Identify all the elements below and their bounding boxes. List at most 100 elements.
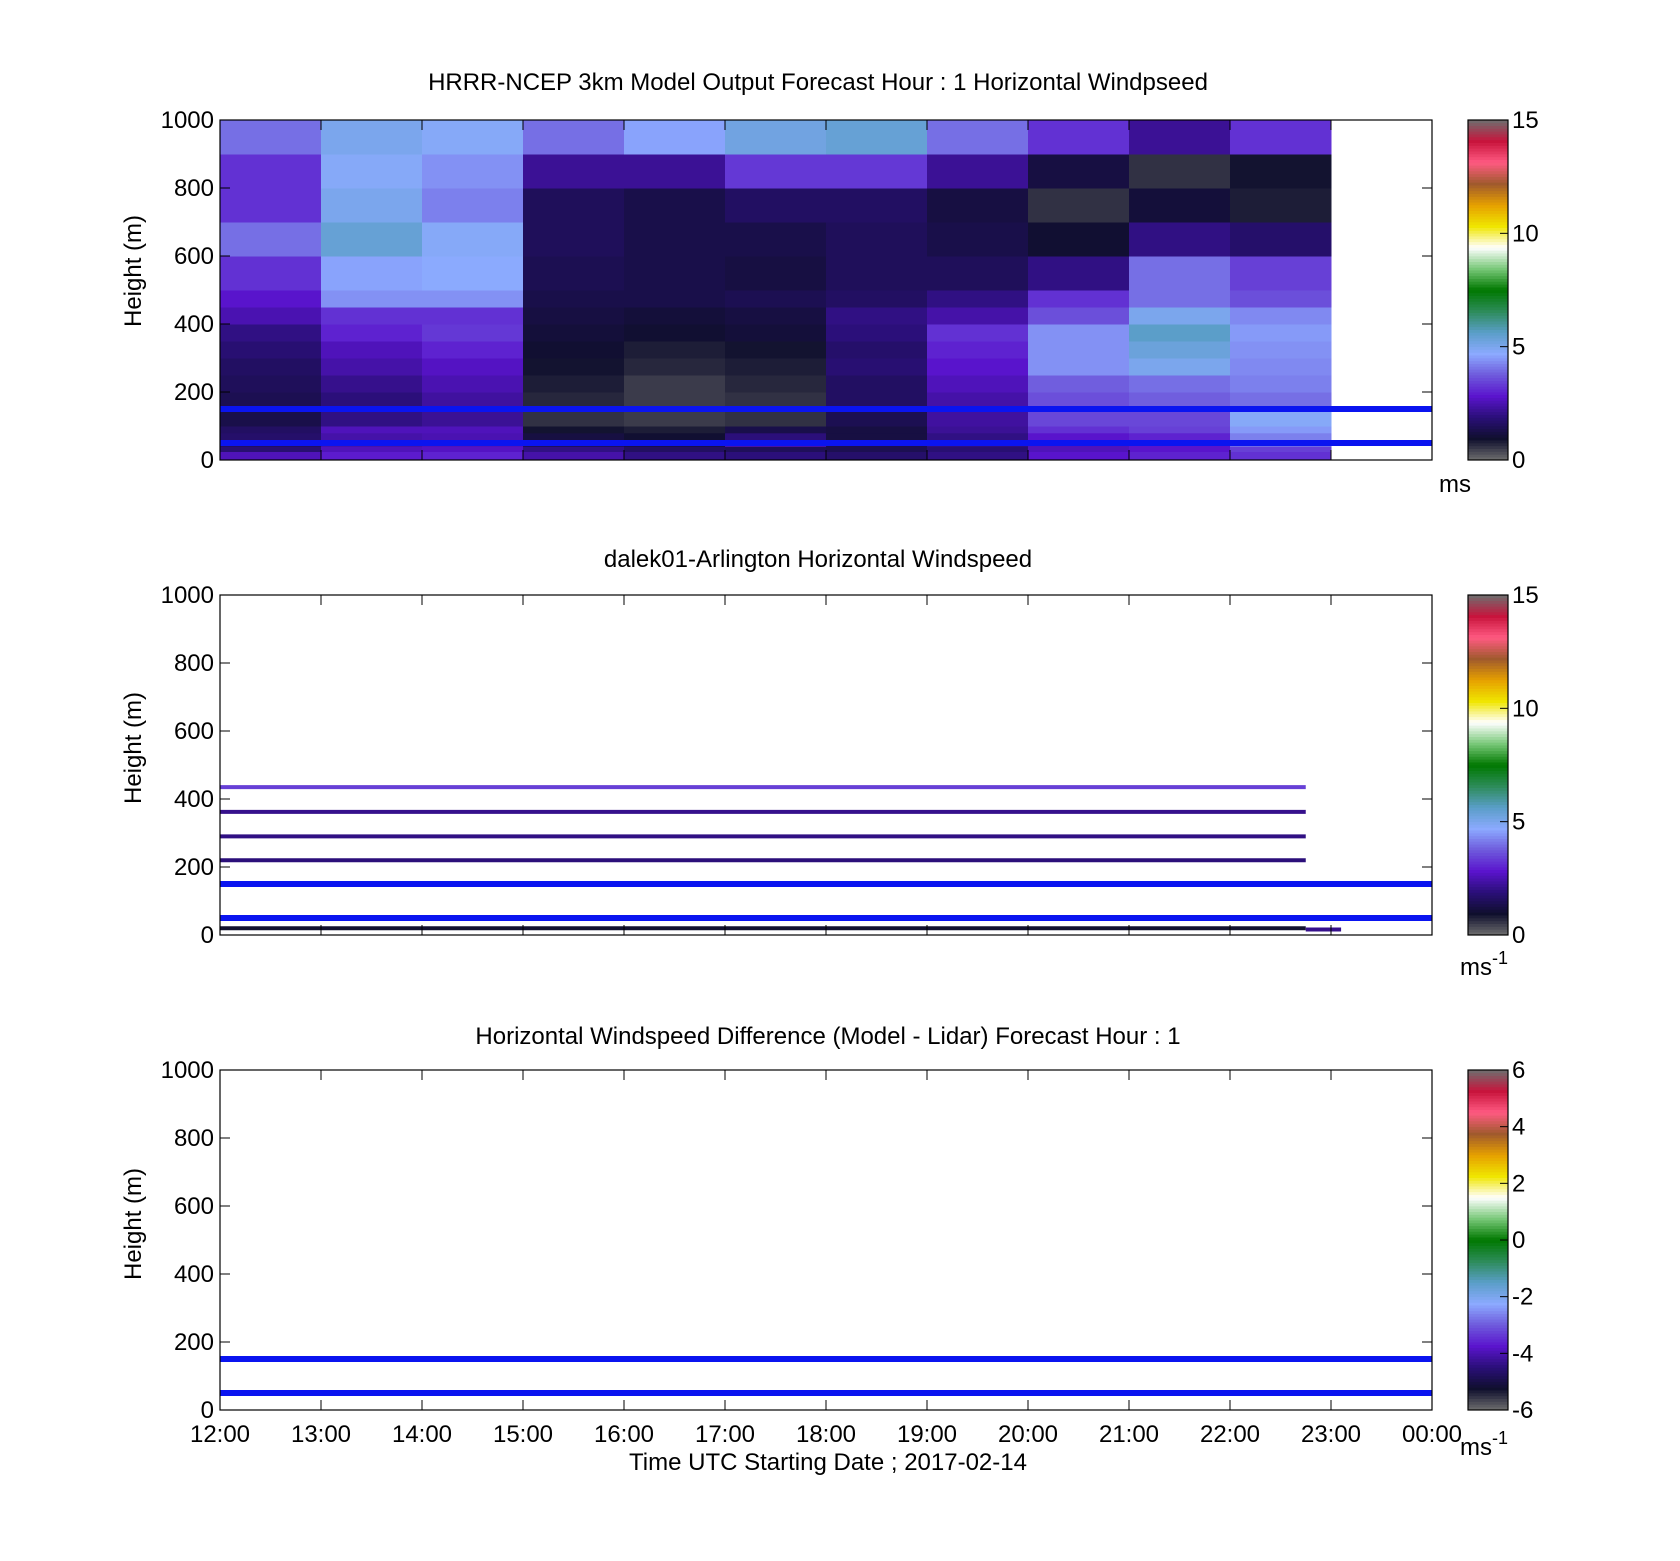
heatmap-cell [725,256,827,291]
colorbar-swatch [1468,1387,1508,1391]
colorbar-swatch [1468,1120,1508,1125]
colorbar-swatch [1468,190,1508,194]
colorbar-swatch [1468,227,1508,231]
heatmap-cell [422,409,524,427]
colorbar-swatch [1468,142,1508,146]
colorbar-swatch [1468,354,1508,359]
lidar-colorbar-unit-exponent: -1 [1492,948,1508,968]
colorbar-swatch [1468,252,1508,257]
colorbar-swatch [1468,1225,1508,1229]
colorbar-swatch [1468,668,1508,672]
heatmap-cell [624,324,726,342]
heatmap-cell [624,426,726,434]
colorbar-swatch [1468,201,1508,206]
colorbar-swatch [1468,1367,1508,1371]
colorbar-swatch [1468,303,1508,308]
colorbar-swatch [1468,739,1508,743]
heatmap-cell [1129,451,1231,461]
heatmap-cell [422,446,524,452]
colorbar-swatch [1468,776,1508,780]
colorbar-swatch [1468,184,1508,189]
colorbar-swatch [1468,1117,1508,1122]
heatmap-cell [725,375,827,393]
heatmap-cell [725,324,827,342]
heatmap-cell [321,446,423,452]
colorbar-swatch [1468,623,1508,627]
heatmap-cell [422,290,524,308]
colorbar-swatch [1468,425,1508,430]
colorbar-swatch [1468,255,1508,260]
colorbar-swatch [1468,659,1508,664]
colorbar-swatch [1468,230,1508,234]
colorbar-swatch [1468,648,1508,652]
time-axis-label: Time UTC Starting Date ; 2017-02-14 [629,1449,1027,1476]
colorbar-swatch [1468,625,1508,630]
colorbar-swatch [1468,931,1508,936]
colorbar-swatch [1468,1327,1508,1331]
colorbar-swatch [1468,1083,1508,1088]
y-tick-label: 200 [174,854,214,881]
colorbar-swatch [1468,722,1508,726]
heatmap-cell [624,290,726,308]
colorbar-swatch [1468,1304,1508,1309]
colorbar-swatch [1468,804,1508,808]
colorbar-swatch [1468,352,1508,356]
colorbar-swatch [1468,654,1508,658]
y-tick-label: 400 [174,311,214,338]
colorbar-swatch [1468,705,1508,709]
heatmap-cell [725,307,827,325]
colorbar-swatch [1468,815,1508,820]
colorbar-swatch [1468,278,1508,282]
colorbar-swatch [1468,247,1508,251]
lidar-colorbar-unit: ms-1 [1460,948,1508,981]
heatmap-cell [927,392,1029,410]
heatmap-cell [422,375,524,393]
colorbar-swatch [1468,1205,1508,1210]
colorbar-swatch [1468,657,1508,661]
heatmap-cell [1028,290,1130,308]
colorbar-swatch [1468,244,1508,248]
colorbar-swatch [1468,674,1508,678]
colorbar-swatch [1468,289,1508,294]
colorbar-swatch [1468,1106,1508,1110]
colorbar-swatch [1468,702,1508,706]
heatmap-cell [1230,290,1332,308]
heatmap-cell [826,120,928,155]
colorbar-swatch [1468,1265,1508,1269]
colorbar-swatch [1468,258,1508,262]
colorbar-swatch [1468,241,1508,245]
colorbar-swatch [1468,199,1508,203]
colorbar-swatch [1468,1253,1508,1258]
colorbar-swatch [1468,810,1508,814]
heatmap-cell [1230,392,1332,410]
colorbar-swatch [1468,131,1508,135]
heatmap-cell [1129,446,1231,452]
colorbar-swatch [1468,606,1508,610]
colorbar-swatch [1468,318,1508,322]
colorbar-swatch [1468,1086,1508,1091]
colorbar-swatch [1468,122,1508,126]
y-tick-label: 400 [174,786,214,813]
colorbar-swatch [1468,371,1508,376]
colorbar-swatch [1468,1401,1508,1405]
colorbar-swatch [1468,1098,1508,1102]
colorbar-swatch [1468,691,1508,695]
colorbar-swatch [1468,682,1508,686]
colorbar-swatch [1468,710,1508,715]
colorbar-tick-label: 0 [1512,922,1525,949]
colorbar-swatch [1468,1208,1508,1212]
colorbar-swatch [1468,1089,1508,1093]
heatmap-cell [1129,409,1231,427]
colorbar-swatch [1468,863,1508,868]
heatmap-cell [725,358,827,376]
colorbar-swatch [1468,346,1508,350]
colorbar-swatch [1468,631,1508,635]
colorbar-swatch [1468,1081,1508,1085]
difference-colorbar: -6 -4 -2 0 2 4 6 [1467,1057,1533,1424]
heatmap-cell [1230,341,1332,359]
colorbar-swatch [1468,1310,1508,1314]
colorbar-swatch [1468,869,1508,873]
colorbar-swatch [1468,872,1508,876]
colorbar-swatch [1468,269,1508,274]
colorbar-swatch [1468,685,1508,689]
